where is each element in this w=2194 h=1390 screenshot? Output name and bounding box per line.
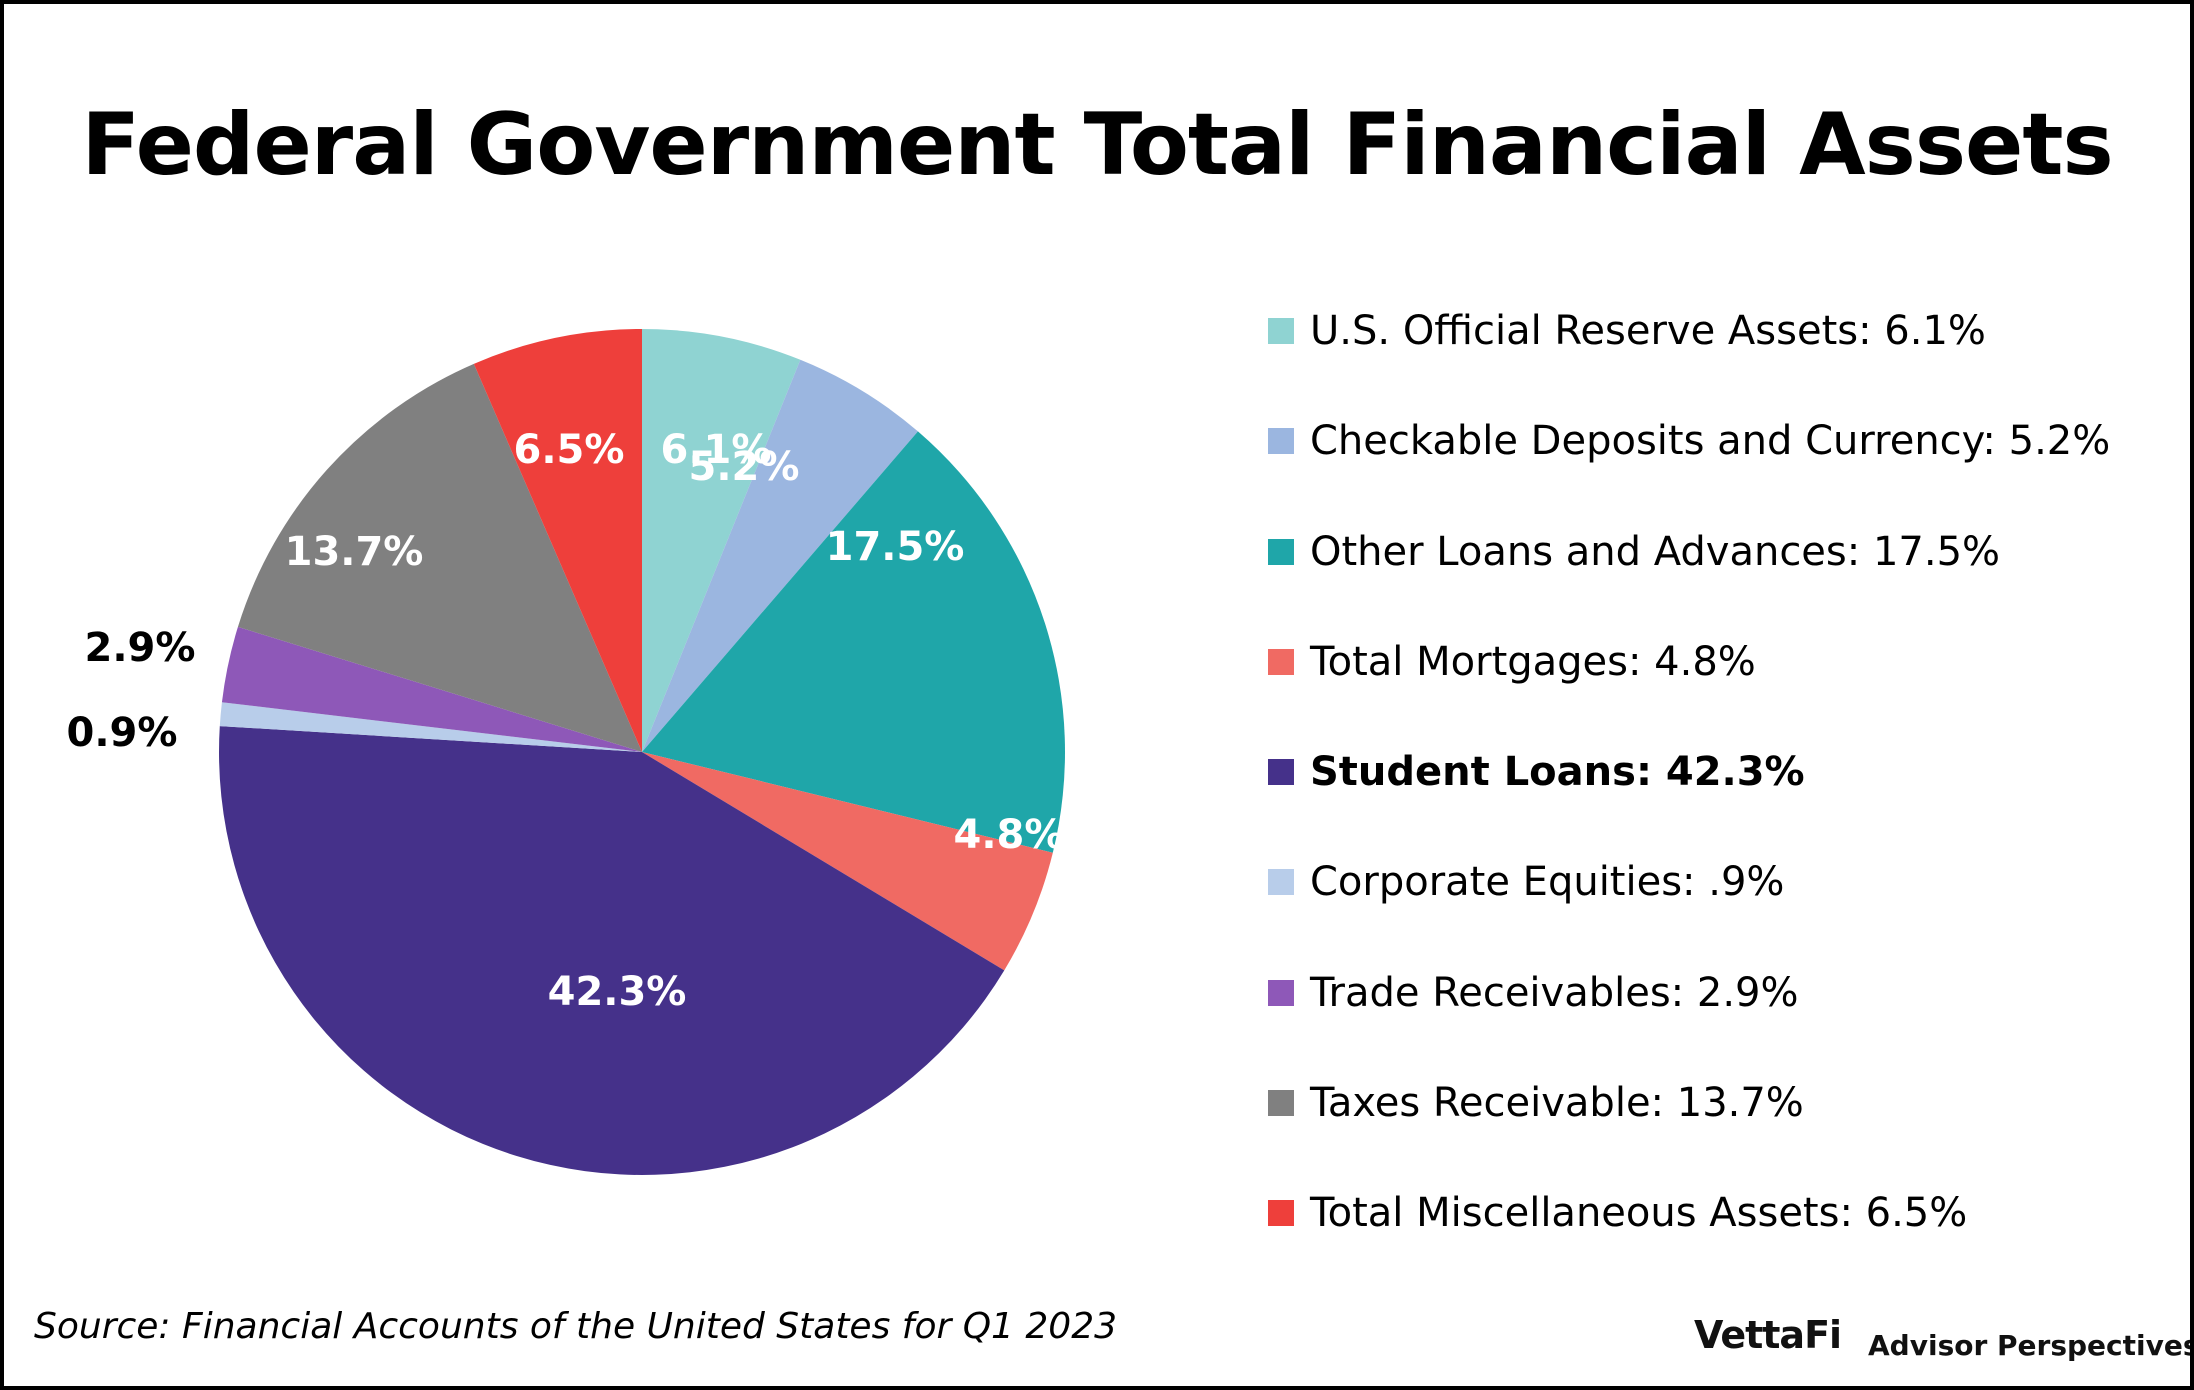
legend-swatch-corporate-equities [1268, 869, 1294, 896]
vettafi-logo: VettaFi [1694, 1313, 1842, 1357]
legend-item-trade-receivables: Trade Receivables: 2.9% [1268, 966, 2168, 1076]
pie-slice-corporate-equities [219, 702, 643, 752]
legend-item-corporate-equities: Corporate Equities: .9% [1268, 855, 2168, 965]
legend-swatch-u-s-official-reserve-assets [1268, 318, 1294, 344]
legend-swatch-trade-receivables [1268, 979, 1294, 1006]
legend-label-u-s-official-reserve-assets: U.S. Official Reserve Assets: 6.1% [1310, 308, 1986, 354]
legend-item-student-loans: Student Loans: 42.3% [1268, 745, 2168, 855]
pie-slice-other-loans-and-advances [642, 431, 1065, 853]
legend-item-other-loans-and-advances: Other Loans and Advances: 17.5% [1268, 525, 2168, 635]
data-label-other-loans-and-advances: 17.5% [826, 524, 965, 570]
legend-label-student-loans: Student Loans: 42.3% [1310, 749, 1805, 796]
legend-swatch-taxes-receivable [1268, 1090, 1294, 1117]
legend-swatch-total-mortgages [1268, 648, 1294, 675]
pie-slice-student-loans [219, 726, 1005, 1175]
data-label-student-loans: 42.3% [548, 969, 687, 1015]
legend-label-other-loans-and-advances: Other Loans and Advances: 17.5% [1310, 528, 2001, 575]
legend-swatch-other-loans-and-advances [1268, 538, 1294, 565]
legend-item-taxes-receivable: Taxes Receivable: 13.7% [1268, 1076, 2168, 1186]
pie-slice-taxes-receivable [237, 363, 642, 752]
legend-label-total-mortgages: Total Mortgages: 4.8% [1310, 638, 1756, 685]
pie-slices [219, 329, 1065, 1175]
legend-item-checkable-deposits-and-currency: Checkable Deposits and Currency: 5.2% [1268, 414, 2168, 524]
pie-slice-checkable-deposits-and-currency [642, 359, 918, 752]
pie-chart: 6.1%5.2% 17.5% 4.8% 42.3% 0.9% 2.9% 13.7% 6.5% [67, 329, 1065, 1175]
legend-label-taxes-receivable: Taxes Receivable: 13.7% [1310, 1080, 1804, 1127]
legend-label-total-miscellaneous-assets: Total Miscellaneous Assets: 6.5% [1310, 1190, 1968, 1237]
legend: U.S. Official Reserve Assets: 6.1% Checka… [1268, 304, 2168, 1297]
source-note: Source: Financial Accounts of the United… [34, 1306, 1118, 1347]
data-label-u-s-official-reserve-assets: 6.1% [661, 427, 772, 473]
legend-item-total-mortgages: Total Mortgages: 4.8% [1268, 635, 2168, 745]
legend-swatch-student-loans [1268, 759, 1294, 786]
legend-label-checkable-deposits-and-currency: Checkable Deposits and Currency: 5.2% [1310, 418, 2111, 465]
legend-swatch-total-miscellaneous-assets [1268, 1200, 1294, 1227]
pie-slice-trade-receivables [221, 626, 642, 752]
data-label-total-miscellaneous-assets: 6.5% [514, 427, 625, 473]
pie-slice-total-miscellaneous-assets [473, 329, 642, 752]
legend-swatch-checkable-deposits-and-currency [1268, 428, 1294, 455]
data-label-total-mortgages: 4.8% [954, 812, 1065, 858]
data-label-corporate-equities: 0.9% [67, 710, 178, 756]
legend-label-trade-receivables: Trade Receivables: 2.9% [1310, 969, 1799, 1016]
data-label-checkable-deposits-and-currency: 5.2% [689, 444, 800, 490]
legend-item-total-miscellaneous-assets: Total Miscellaneous Assets: 6.5% [1268, 1186, 2168, 1296]
legend-item-u-s-official-reserve-assets: U.S. Official Reserve Assets: 6.1% [1268, 304, 2168, 414]
pie-slice-u-s-official-reserve-assets [642, 329, 801, 752]
data-label-taxes-receivable: 13.7% [285, 529, 424, 575]
data-label-trade-receivables: 2.9% [85, 625, 196, 671]
legend-label-corporate-equities: Corporate Equities: .9% [1310, 859, 1785, 906]
pie-labels: 6.1%5.2% 17.5% 4.8% 42.3% 0.9% 2.9% 13.7% 6.5% [67, 427, 1065, 1015]
chart-title: Federal Government Total Financial Asset… [81, 95, 2113, 195]
advisor-perspectives-logo: Advisor Perspectives [1868, 1329, 2194, 1362]
pie-slice-total-mortgages [642, 752, 1053, 971]
